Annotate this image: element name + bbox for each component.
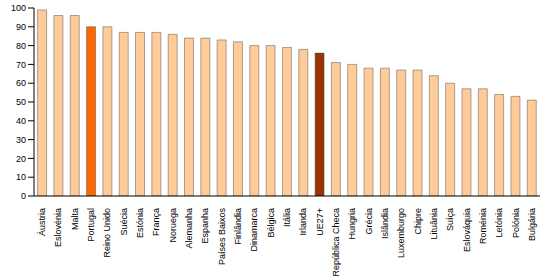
svg-text:República Checa: República Checa — [331, 208, 341, 277]
svg-text:Alemanha: Alemanha — [184, 208, 194, 249]
svg-text:Grécia: Grécia — [364, 208, 374, 235]
svg-text:Suíça: Suíça — [445, 208, 455, 231]
svg-text:Lituânia: Lituânia — [429, 208, 439, 240]
svg-text:90: 90 — [16, 22, 26, 32]
svg-text:França: França — [151, 208, 161, 236]
svg-text:Irlanda: Irlanda — [298, 208, 308, 236]
svg-text:10: 10 — [16, 172, 26, 182]
svg-text:Noruega: Noruega — [168, 208, 178, 243]
svg-text:Letónia: Letónia — [494, 208, 504, 238]
svg-text:Chipre: Chipre — [413, 208, 423, 235]
svg-text:Bélgica: Bélgica — [266, 208, 276, 238]
svg-text:80: 80 — [16, 41, 26, 51]
svg-text:UE27+: UE27+ — [315, 208, 325, 236]
svg-text:Espanha: Espanha — [200, 208, 210, 244]
svg-text:70: 70 — [16, 60, 26, 70]
svg-text:Polónia: Polónia — [511, 208, 521, 238]
svg-text:Finlândia: Finlândia — [233, 208, 243, 245]
svg-text:Itália: Itália — [282, 208, 292, 227]
svg-text:Estónia: Estónia — [135, 208, 145, 238]
svg-text:Países Baixos: Países Baixos — [217, 208, 227, 266]
svg-text:Islândia: Islândia — [380, 208, 390, 239]
svg-text:40: 40 — [16, 116, 26, 126]
svg-text:Hungria: Hungria — [347, 208, 357, 240]
svg-text:Dinamarca: Dinamarca — [249, 208, 259, 252]
svg-text:Reino Unido: Reino Unido — [102, 208, 112, 258]
svg-text:Eslováquia: Eslováquia — [462, 208, 472, 252]
svg-text:0: 0 — [21, 191, 26, 201]
svg-text:Suécia: Suécia — [119, 208, 129, 236]
svg-text:Eslovénia: Eslovénia — [53, 208, 63, 247]
svg-text:Luxemburgo: Luxemburgo — [396, 208, 406, 258]
svg-text:Bulgária: Bulgária — [527, 208, 537, 241]
svg-text:20: 20 — [16, 154, 26, 164]
svg-text:100: 100 — [11, 3, 26, 13]
svg-text:50: 50 — [16, 97, 26, 107]
svg-text:30: 30 — [16, 135, 26, 145]
svg-text:Portugal: Portugal — [86, 208, 96, 242]
svg-text:Roménia: Roménia — [478, 208, 488, 244]
svg-text:60: 60 — [16, 78, 26, 88]
svg-text:Malta: Malta — [70, 208, 80, 230]
svg-text:Áustria: Áustria — [37, 208, 47, 236]
